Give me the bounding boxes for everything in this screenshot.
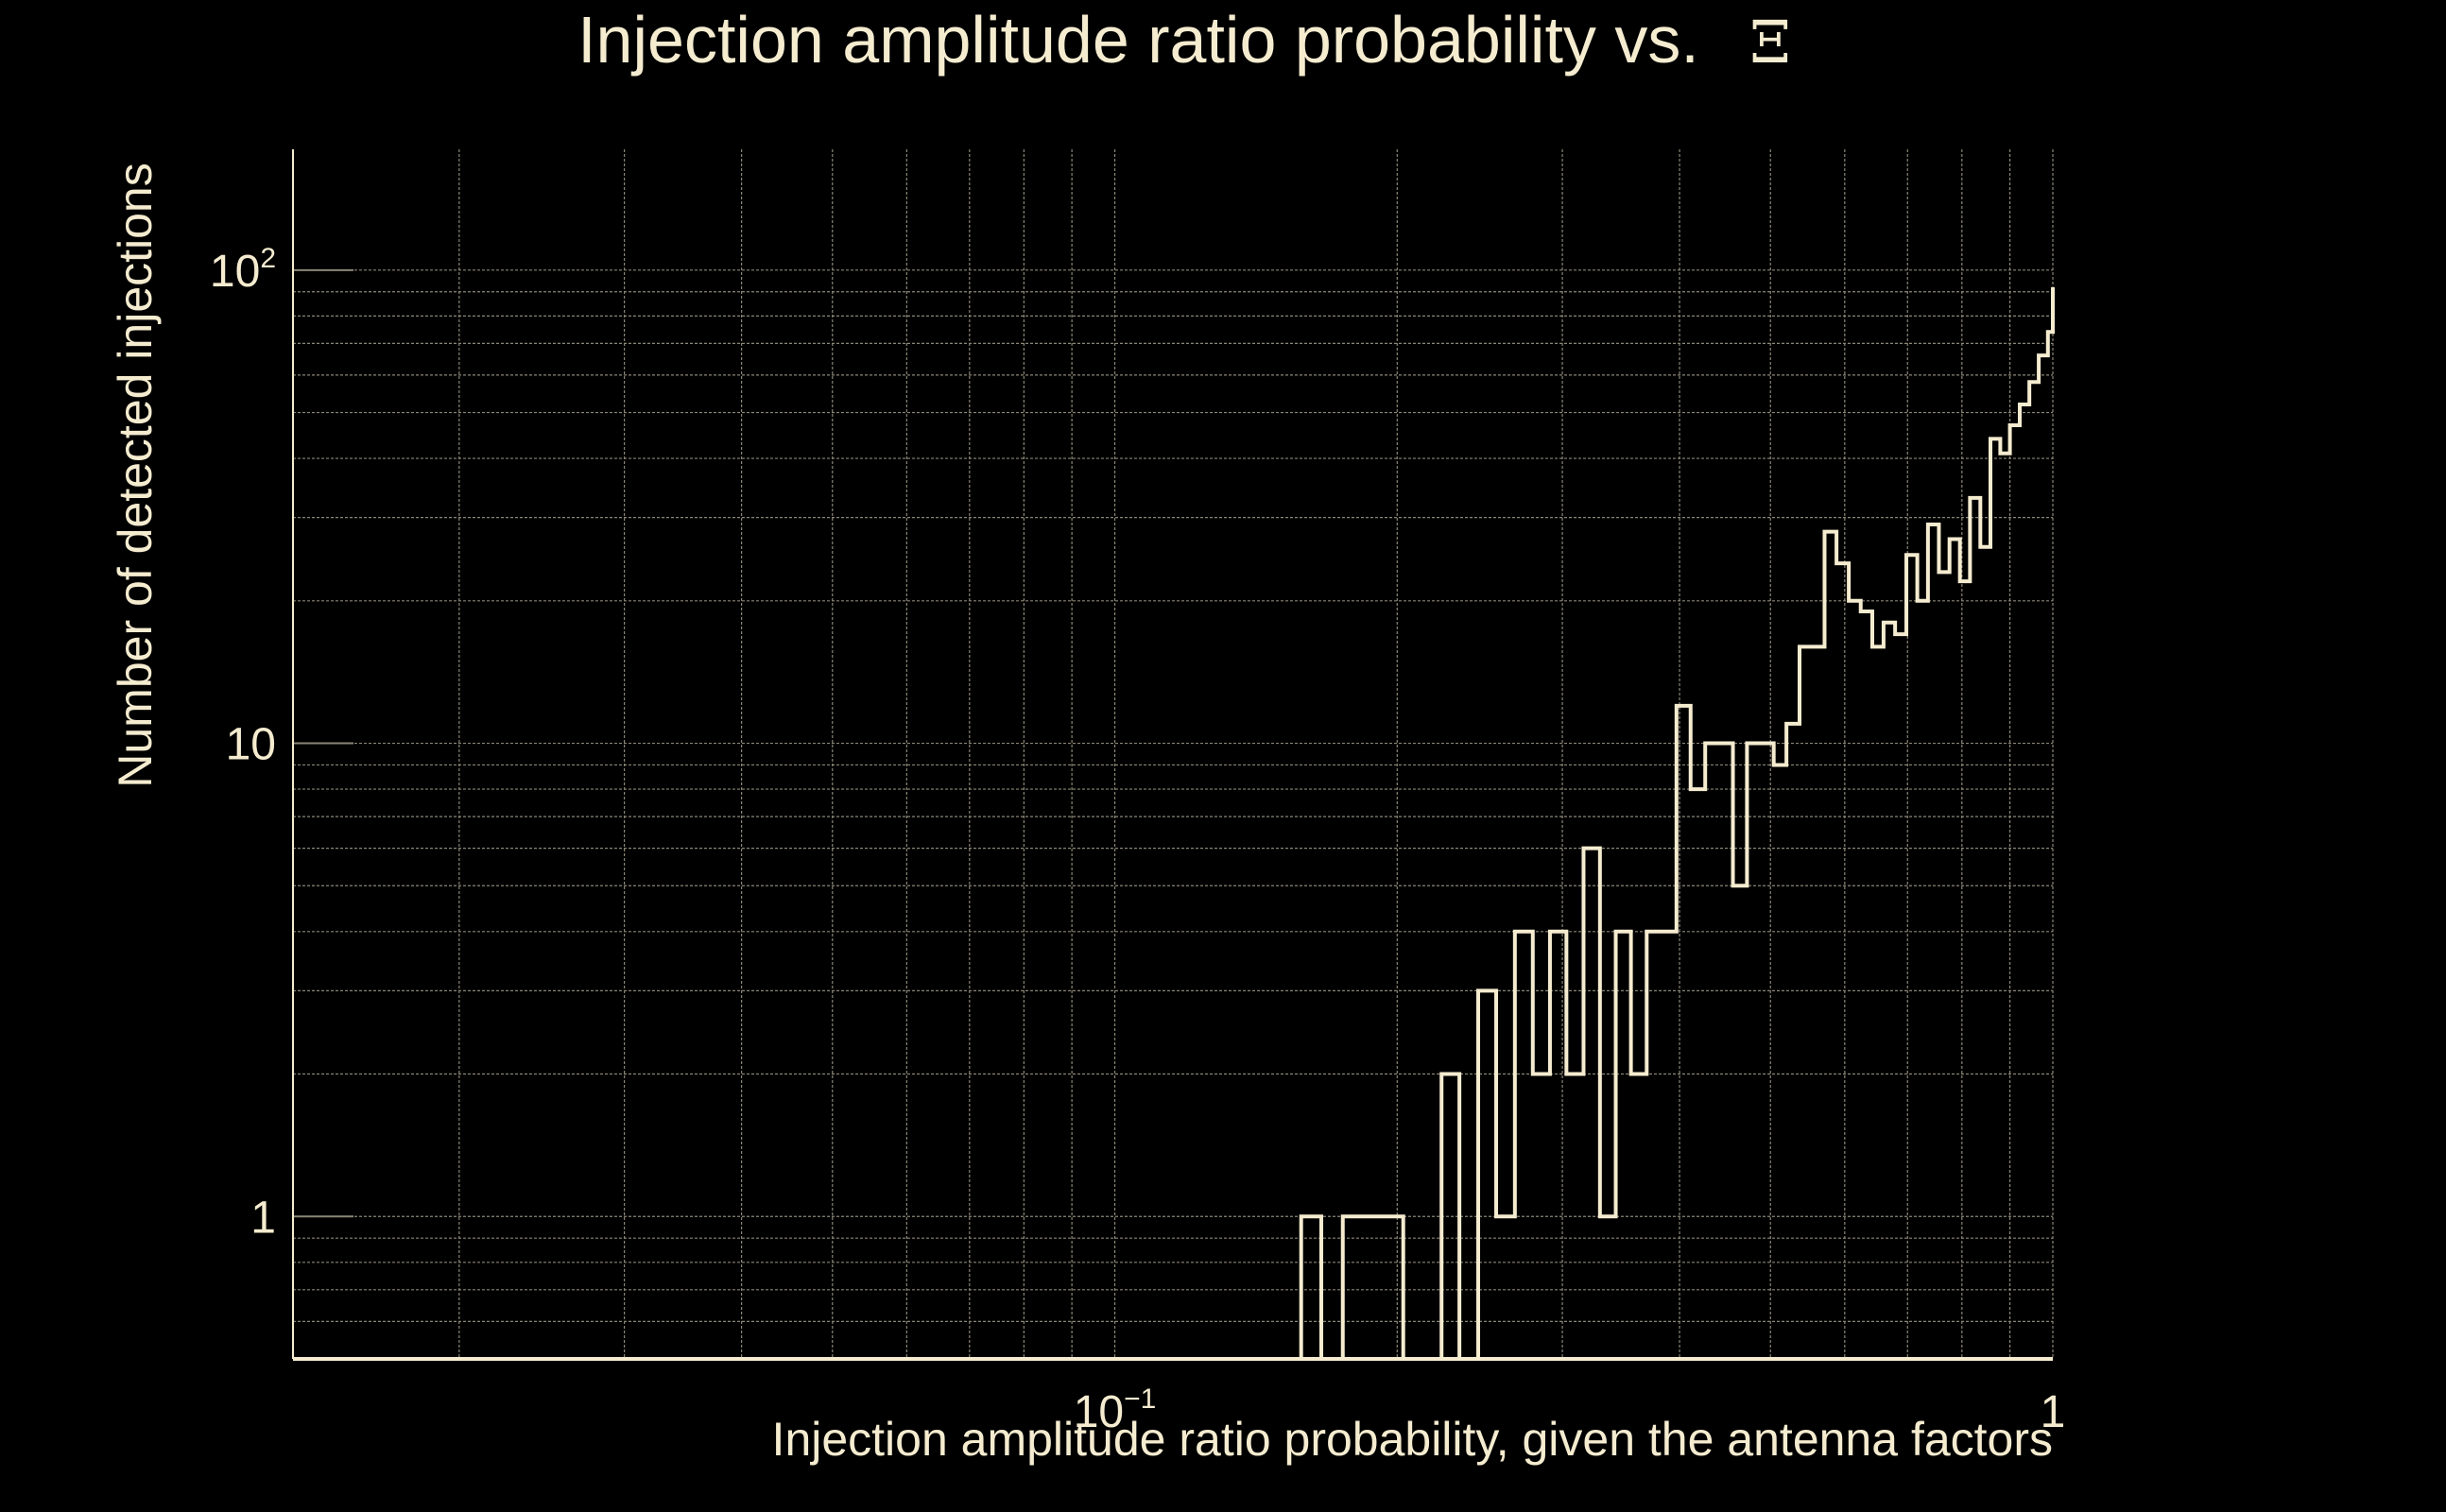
y-axis-label: Number of detected injections <box>109 163 162 787</box>
y-tick-exponent: 2 <box>260 243 276 274</box>
x-tick-label: 1 <box>2041 1387 2066 1437</box>
chart-title: Injection amplitude ratio probability vs… <box>577 3 1791 77</box>
chart-title-symbol: Ξ <box>1749 8 1791 77</box>
x-tick-base: 10 <box>1074 1387 1124 1437</box>
y-tick-base: 1 <box>250 1193 276 1243</box>
x-axis-label: Injection amplitude ratio probability, g… <box>772 1413 2053 1466</box>
x-tick-labels: 10−1 1 <box>1074 1383 2066 1437</box>
x-tick-exponent: −1 <box>1124 1383 1156 1415</box>
x-tick-base: 1 <box>2041 1387 2066 1437</box>
y-tick-base: 10 <box>210 247 260 297</box>
chart-title-text: Injection amplitude ratio probability vs… <box>577 3 1699 77</box>
histogram-step-line <box>293 286 2055 1361</box>
y-tick-base: 10 <box>226 720 276 770</box>
x-tick-label: 10−1 <box>1074 1383 1157 1437</box>
y-tick-label: 10 <box>226 720 276 770</box>
grid-lines <box>293 149 2054 1359</box>
y-tick-label: 1 <box>250 1193 276 1243</box>
y-tick-label: 102 <box>210 243 276 297</box>
